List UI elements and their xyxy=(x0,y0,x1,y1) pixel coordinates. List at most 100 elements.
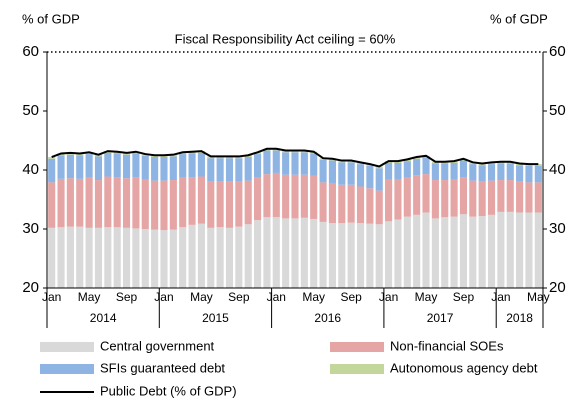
bar-segment xyxy=(534,164,542,166)
bar-segment xyxy=(197,176,205,224)
bar-segment xyxy=(76,226,84,288)
bar-segment xyxy=(422,157,430,175)
bar-segment xyxy=(534,165,542,183)
bar-segment xyxy=(122,154,131,179)
x-tick-label: May xyxy=(78,290,101,304)
bar-segment xyxy=(94,227,103,288)
bar-segment xyxy=(85,177,93,228)
bar-segment xyxy=(141,179,149,229)
bar-segment xyxy=(169,229,177,288)
bar-segment xyxy=(244,180,252,225)
bar-segment xyxy=(516,212,524,288)
bar-segment xyxy=(169,180,177,230)
bar-segment xyxy=(244,157,252,181)
bar-segment xyxy=(225,181,234,228)
bar-segment xyxy=(506,211,514,288)
bar-segment xyxy=(394,219,402,288)
bar-segment xyxy=(216,227,224,288)
bar-segment xyxy=(151,157,159,181)
bar-segment xyxy=(431,180,439,219)
bar-segment xyxy=(104,176,112,228)
bar-segment xyxy=(506,180,514,212)
bar-segment xyxy=(441,217,449,288)
bar-segment xyxy=(104,152,112,177)
y-tick-label: 20 xyxy=(22,279,39,296)
bar-segment xyxy=(48,157,56,159)
bar-segment xyxy=(478,216,486,288)
bar-segment xyxy=(132,228,140,288)
year-label: 2017 xyxy=(427,311,454,325)
y2-tick-label: 40 xyxy=(549,161,566,178)
bar-segment xyxy=(516,181,524,213)
bar-segment xyxy=(525,182,533,213)
legend-swatch xyxy=(330,342,384,352)
bar-segment xyxy=(235,226,243,288)
bar-segment xyxy=(216,158,224,182)
bar-segment xyxy=(48,182,56,228)
bar-segment xyxy=(254,154,262,178)
bar-segment xyxy=(469,164,477,181)
bar-segment xyxy=(422,212,430,288)
y2-axis-label: % of GDP xyxy=(490,11,548,26)
bar-segment xyxy=(413,158,421,176)
bar-segment xyxy=(225,227,234,288)
x-tick-label: Jan xyxy=(154,290,173,304)
bar-segment xyxy=(160,230,168,288)
bar-segment xyxy=(282,152,290,175)
bar-segment xyxy=(225,158,234,182)
bar-segment xyxy=(235,181,243,227)
legend-label: Central government xyxy=(100,338,215,353)
bar-segment xyxy=(385,221,393,288)
x-tick-label: Sep xyxy=(340,290,362,304)
bar-segment xyxy=(450,216,458,288)
bar-segment xyxy=(132,177,140,229)
y-tick-label: 40 xyxy=(22,161,39,178)
bar-segment xyxy=(459,214,468,288)
bar-segment xyxy=(431,163,439,181)
bar-segment xyxy=(385,162,393,180)
bar-segment xyxy=(403,216,411,288)
y-tick-label: 50 xyxy=(22,102,39,119)
bar-segment xyxy=(76,178,84,227)
x-tick-label: May xyxy=(302,290,325,304)
bar-segment xyxy=(328,223,336,288)
bar-segment xyxy=(207,227,215,288)
bar-segment xyxy=(263,150,271,175)
bar-segment xyxy=(441,163,449,181)
bar-segment xyxy=(310,218,318,288)
bar-segment xyxy=(310,153,318,176)
bar-segment xyxy=(310,175,318,219)
x-tick-label: Jan xyxy=(379,290,398,304)
x-tick-label: Sep xyxy=(116,290,138,304)
bar-segment xyxy=(525,165,533,183)
x-tick-label: Jan xyxy=(42,290,61,304)
bar-segment xyxy=(413,214,421,288)
bar-segment xyxy=(497,180,505,212)
bar-segment xyxy=(66,154,74,179)
bar-segment xyxy=(328,160,336,183)
bar-segment xyxy=(272,217,280,288)
bar-segment xyxy=(469,216,477,288)
year-label: 2016 xyxy=(314,311,341,325)
bar-segment xyxy=(338,223,346,288)
bar-segment xyxy=(48,158,56,183)
bar-segment xyxy=(356,223,365,288)
bar-segment xyxy=(403,161,411,178)
bar-segment xyxy=(76,155,84,179)
y2-tick-label: 60 xyxy=(549,43,566,60)
bar-segment xyxy=(366,188,374,224)
bar-segment xyxy=(85,154,93,178)
bar-segment xyxy=(385,179,393,222)
legend-label: Non-financial SOEs xyxy=(390,338,504,353)
x-tick-label: Jan xyxy=(491,290,510,304)
bar-segment xyxy=(48,227,56,288)
bar-segment xyxy=(300,152,308,175)
bar-segment xyxy=(235,158,243,182)
bar-segment xyxy=(497,163,505,181)
bar-segment xyxy=(179,154,187,178)
bar-segment xyxy=(319,159,327,183)
bar-segment xyxy=(356,186,365,224)
line xyxy=(51,147,539,168)
bar-segment xyxy=(375,190,383,225)
bar-segment xyxy=(431,218,439,288)
